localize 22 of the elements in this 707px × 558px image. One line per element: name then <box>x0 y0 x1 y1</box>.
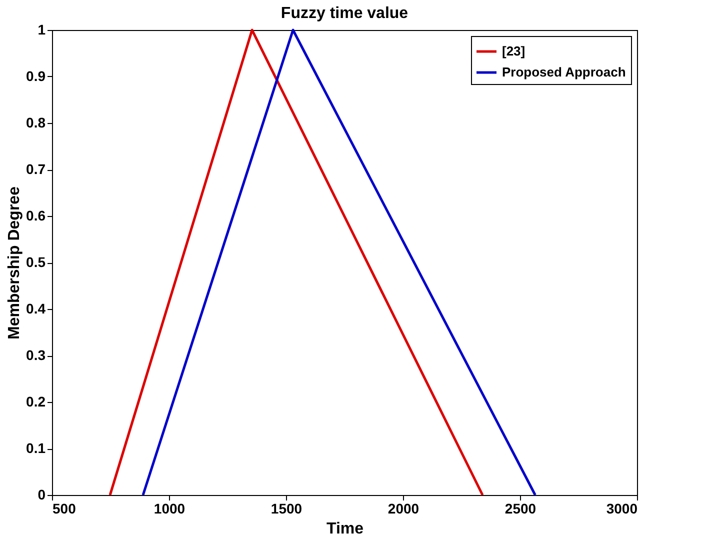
x-axis-title: Time <box>326 520 364 538</box>
y-tick-label: 1 <box>38 22 46 38</box>
y-tick-label: 0.7 <box>26 161 46 177</box>
x-tick-label: 2500 <box>504 500 536 516</box>
x-tick-label: 500 <box>52 500 76 516</box>
y-tick-label: 0.4 <box>26 300 46 316</box>
y-tick-label: 0.6 <box>26 208 46 224</box>
y-tick-label: 0.3 <box>26 347 46 363</box>
y-axis-title: Membership Degree <box>6 186 24 340</box>
chart-title: Fuzzy time value <box>280 5 408 22</box>
y-tick-label: 0.2 <box>26 394 46 410</box>
y-tick-label: 0.5 <box>26 254 46 270</box>
x-tick-label: 2000 <box>388 500 420 516</box>
x-tick-label: 1500 <box>270 500 302 516</box>
legend-label: [23] <box>502 44 526 58</box>
y-tick-label: 0.9 <box>26 68 46 84</box>
x-tick-label: 3000 <box>606 500 638 516</box>
y-tick-label: 0.1 <box>26 440 46 456</box>
y-tick-label: 0 <box>38 486 46 502</box>
legend-label: Proposed Approach <box>502 64 626 80</box>
x-tick-label: 1000 <box>154 500 186 516</box>
y-tick-label: 0.8 <box>26 114 46 130</box>
